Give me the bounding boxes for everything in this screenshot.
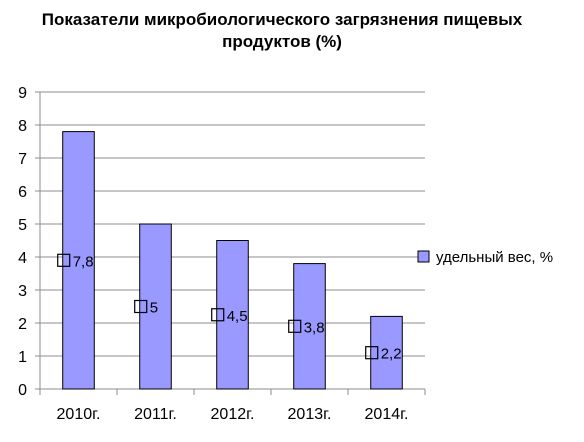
data-marker (365, 346, 379, 360)
bars (62, 131, 403, 390)
chart-title-line-2: продуктов (%) (222, 32, 342, 51)
data-marker (57, 253, 71, 267)
data-label: 3,8 (304, 319, 325, 336)
data-marker (134, 299, 148, 314)
data-labels: 7,8 5 4,5 3,8 2,2 (57, 253, 402, 363)
axes: 0 1 2 3 4 5 6 7 8 9 2010г. 2011г. 2012г. 2013г. 2014г. (18, 85, 426, 423)
data-marker (288, 319, 302, 333)
y-tick-label: 5 (18, 217, 27, 234)
data-label: 2,2 (381, 346, 402, 363)
y-tick-label: 8 (18, 118, 27, 135)
data-label: 7,8 (73, 253, 94, 270)
bar (139, 223, 172, 390)
bar (62, 131, 95, 390)
bar (293, 263, 326, 390)
y-tick-label: 6 (18, 184, 27, 201)
y-tick-label: 7 (18, 151, 27, 168)
bar (370, 315, 403, 390)
y-tick-label: 3 (18, 283, 27, 300)
x-tick-label: 2013г. (288, 406, 332, 423)
x-tick-label: 2010г. (57, 406, 101, 423)
x-tick-label: 2014г. (365, 406, 409, 423)
gridlines (40, 91, 425, 357)
legend-swatch (417, 250, 430, 263)
data-label: 5 (150, 300, 158, 317)
x-tick-label: 2011г. (134, 406, 177, 423)
y-tick-label: 2 (18, 316, 27, 333)
data-label: 4,5 (227, 308, 248, 325)
y-tick-label: 1 (18, 349, 27, 366)
x-tick-label: 2012г. (211, 406, 255, 423)
y-tick-label: 4 (18, 250, 27, 267)
y-tick-label: 0 (18, 382, 27, 399)
data-marker (211, 308, 225, 322)
y-tick-label: 9 (18, 85, 27, 102)
bar (216, 240, 249, 390)
legend: удельный вес, % (417, 249, 553, 266)
legend-label: удельный вес, % (436, 249, 553, 266)
chart-title-line-1: Показатели микробиологического загрязнен… (42, 10, 523, 29)
